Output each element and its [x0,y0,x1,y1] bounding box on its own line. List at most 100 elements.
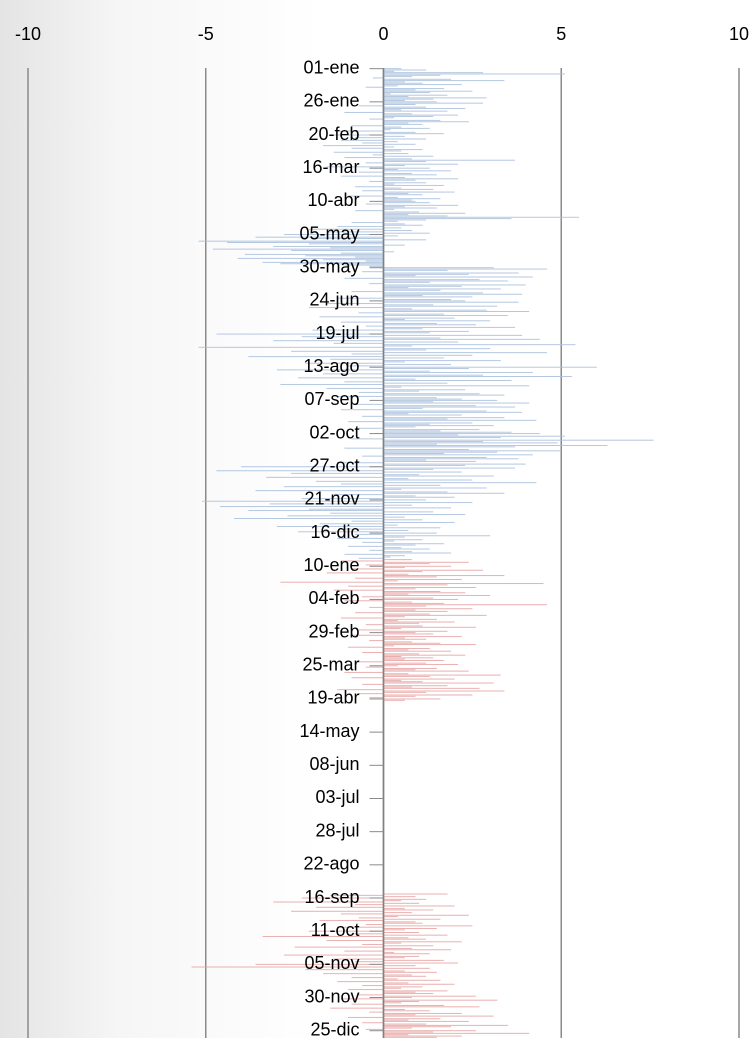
bar [351,438,384,440]
bar [383,80,505,82]
bar [333,958,384,960]
bar [305,255,384,257]
bar [383,224,423,226]
bar [383,82,423,84]
bar [383,187,402,189]
bar [383,555,405,557]
x-tick-label: 5 [556,24,566,44]
bar [383,332,430,334]
bar [383,604,548,606]
bar [330,358,384,360]
bar [383,94,448,96]
bar [383,184,444,186]
y-tick-label: 11-oct [311,920,360,940]
bar [383,69,427,71]
bar [383,540,395,542]
bar [202,500,384,502]
bar [383,999,498,1001]
bar [383,90,473,92]
bar [383,153,409,155]
bar [291,910,384,912]
bar [383,357,444,359]
bar [383,344,576,346]
bar [383,592,466,594]
y-tick-label: 08-jun [309,754,359,774]
bar [383,127,430,129]
bar [337,926,384,928]
bar [383,374,484,376]
bar [383,551,412,553]
bar [383,223,405,225]
bar [383,945,434,947]
bar [344,157,384,159]
bar [255,963,384,965]
bar [337,537,384,539]
bar [383,504,412,506]
bar [383,218,512,220]
bar [383,556,391,558]
bar [330,512,384,514]
bar [337,226,384,228]
bar [323,145,384,147]
bar [383,318,405,320]
bar [358,994,384,996]
bar [383,475,494,477]
bar [383,519,423,521]
bar [362,596,384,598]
bar [383,580,398,582]
bar [383,495,416,497]
bar [383,202,430,204]
y-tick-label: 22-ago [303,854,359,874]
y-tick-label: 25-dic [310,1019,359,1038]
bar [273,245,384,247]
bar [383,402,530,404]
bar [383,618,437,620]
bar [383,143,416,145]
bar [383,942,402,944]
bar [362,943,384,945]
bar [383,78,452,80]
bar [369,1011,384,1013]
bar [383,382,448,384]
bar [372,154,384,156]
bar [351,977,384,979]
y-tick-label: 21-nov [304,489,359,509]
bar [383,543,444,545]
bar [383,669,416,671]
bar [383,70,395,72]
bar [383,468,434,470]
bar [383,267,494,269]
bar [383,407,423,409]
bar [383,300,466,302]
bar [383,389,466,391]
bar [362,683,384,685]
bar [383,663,459,665]
bar [383,194,423,196]
bar [383,349,427,351]
bar [283,954,384,956]
bar [383,230,412,232]
bar [383,296,473,298]
y-tick-label: 07-sep [304,389,359,409]
bar [383,310,530,312]
bar [383,957,405,959]
bar [383,1023,427,1025]
bar [369,606,384,608]
bar [383,460,476,462]
bar [383,178,459,180]
bar [383,699,405,701]
bar [362,985,384,987]
bar [383,174,437,176]
bar [319,920,384,922]
bar [369,283,384,285]
bar [216,333,384,335]
bar [383,547,402,549]
bar [308,307,384,309]
bar [291,350,384,352]
bar [383,106,427,108]
bar [365,1028,384,1030]
y-tick-label: 19-abr [307,688,359,708]
x-tick-label: -10 [15,24,41,44]
bar [383,368,469,370]
